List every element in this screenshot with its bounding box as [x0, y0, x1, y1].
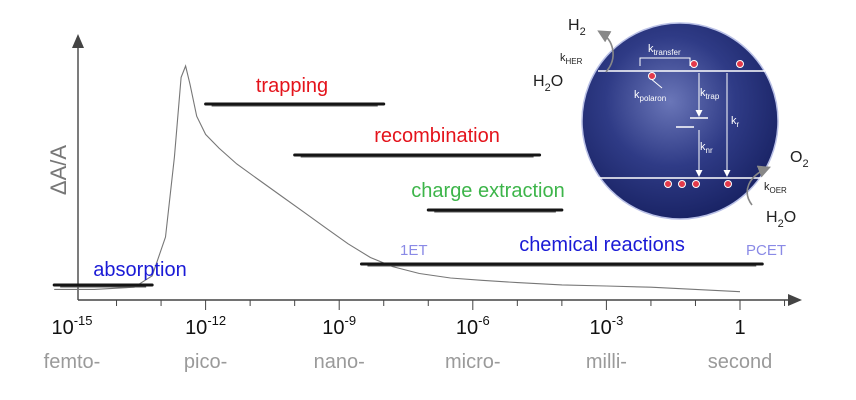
x-tick-label: 10-12	[185, 313, 226, 339]
h2-label: H2	[568, 17, 586, 38]
x-axis-minor-ticks	[116, 300, 786, 310]
x-axis-arrow	[788, 294, 802, 306]
x-tick-label: 10-6	[456, 313, 490, 339]
her-arrow	[597, 30, 614, 73]
hole-2	[678, 180, 686, 188]
process-label: absorption	[93, 259, 186, 281]
x-tick-label: 10-9	[322, 313, 356, 339]
k-polaron-label: kpolaron	[634, 89, 666, 103]
x-prefix-label: micro-	[445, 351, 501, 373]
oer-arrow	[746, 165, 771, 206]
y-axis-arrow	[72, 34, 84, 48]
process-label: charge extraction	[411, 180, 564, 202]
k-r-label: kr	[731, 115, 740, 129]
hole-1	[664, 180, 672, 188]
k-oer-label: kOER	[764, 181, 787, 195]
hole-3	[692, 180, 700, 188]
k-transfer-label: ktransfer	[648, 43, 681, 57]
process-label: recombination	[374, 125, 500, 147]
x-tick-label: 10-15	[51, 313, 92, 339]
k-trap-label: ktrap	[700, 87, 720, 101]
process-label: trapping	[256, 75, 328, 97]
x-tick-labels: 10-15 femto- 10-12 pico- 10-9 nano- 10-6 micro-…	[44, 313, 773, 373]
x-tick-label: 10-3	[589, 313, 623, 339]
transfer-bracket	[639, 57, 691, 66]
x-prefix-label: femto-	[44, 351, 101, 373]
electron-3	[736, 60, 744, 68]
electron-2	[690, 60, 698, 68]
x-prefix-label: nano-	[314, 351, 365, 373]
marker-pcet: PCET	[746, 242, 786, 259]
electron-1	[648, 72, 656, 80]
process-layer: absorption trapping recombination charge ex…	[52, 75, 764, 288]
band-diagram: H2 H2O kHER O2 H2O kOER ktransfer kpolar…	[533, 17, 809, 230]
h2o-top-label: H2O	[533, 73, 563, 94]
kinetic-trace-line	[54, 64, 741, 293]
k-her-label: kHER	[560, 52, 583, 66]
x-tick-label: 1	[734, 317, 745, 339]
h2o-bottom-label: H2O	[766, 209, 796, 230]
marker-1et: 1ET	[400, 242, 428, 259]
x-prefix-label: milli-	[586, 351, 627, 373]
k-nr-label: knr	[700, 141, 713, 155]
o2-label: O2	[790, 149, 809, 170]
hole-4	[724, 180, 732, 188]
process-label: chemical reactions	[519, 234, 685, 256]
x-prefix-label: pico-	[184, 351, 227, 373]
axes	[72, 34, 802, 306]
y-axis-label: ΔA/A	[46, 145, 71, 195]
x-prefix-label: second	[708, 351, 773, 373]
